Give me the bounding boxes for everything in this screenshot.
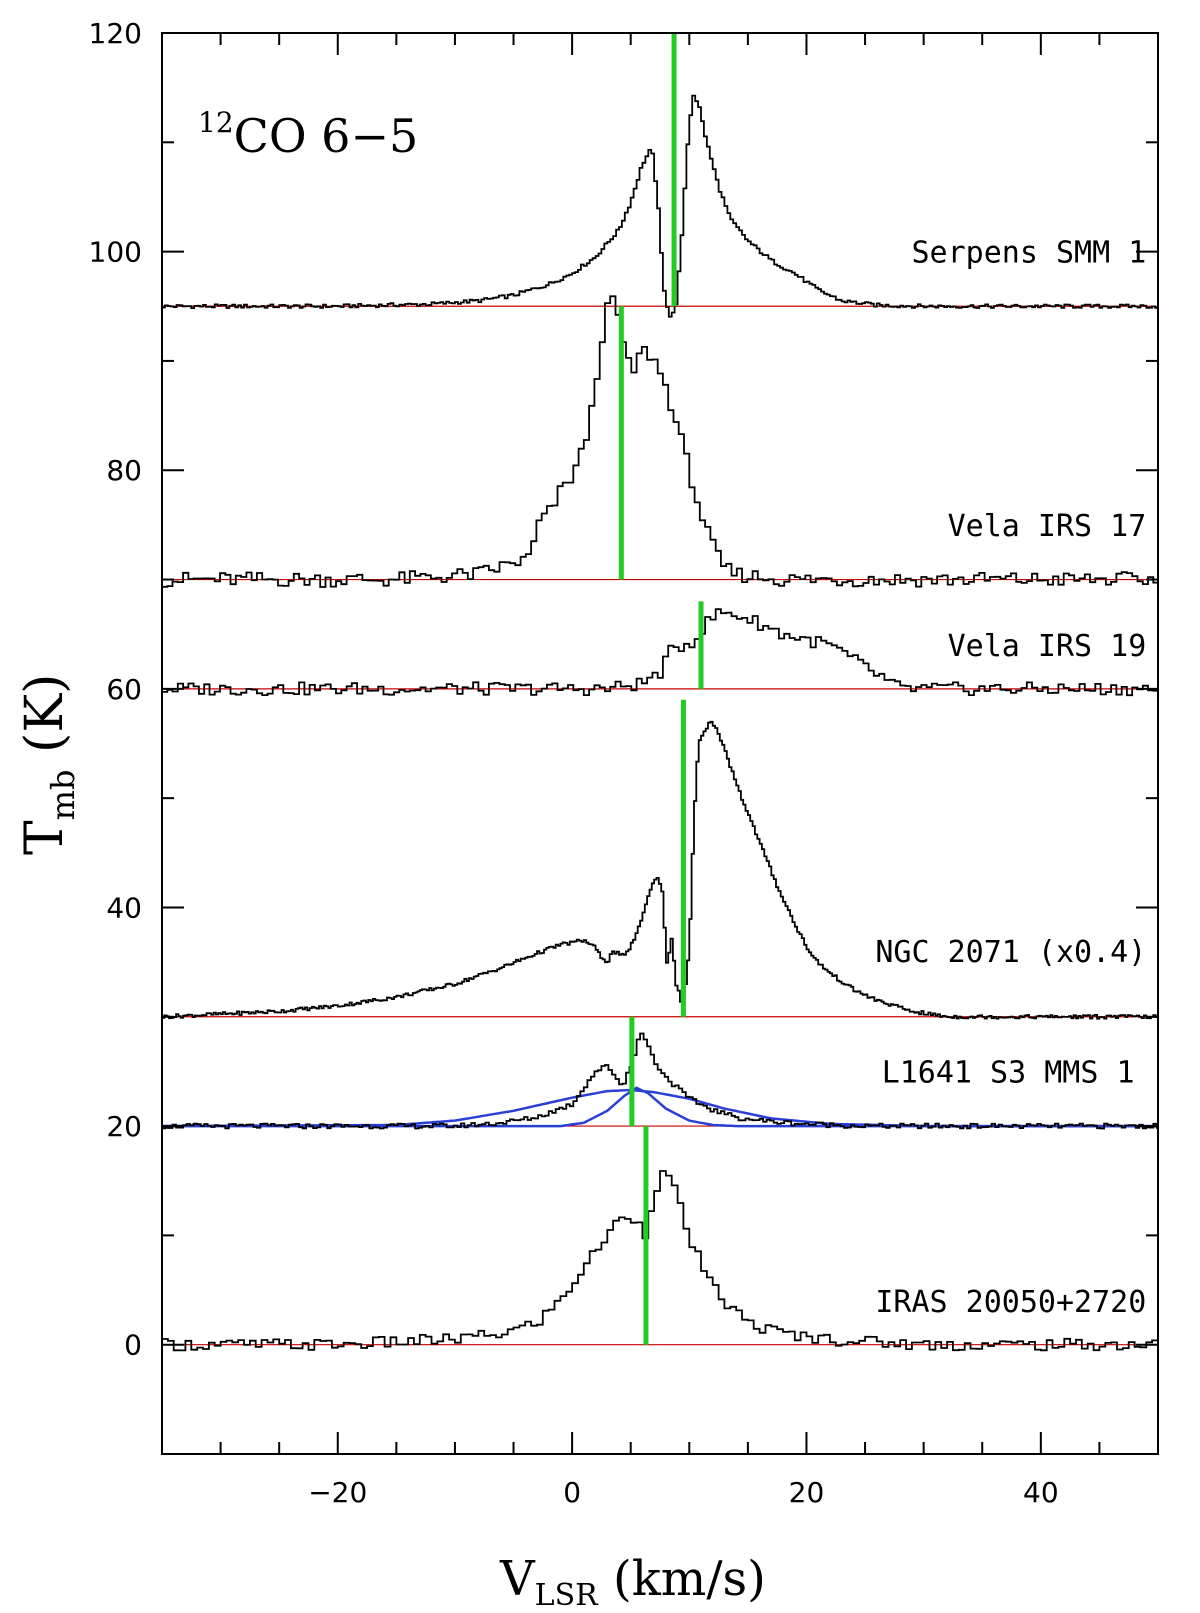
x-axis-title-unit: (km/s) bbox=[598, 1551, 766, 1607]
chart-title: 12CO 6−5 bbox=[198, 106, 418, 163]
series-label: Vela IRS 19 bbox=[948, 629, 1147, 664]
series-label: Serpens SMM 1 bbox=[911, 236, 1146, 271]
y-tick-label: 40 bbox=[106, 891, 142, 924]
x-tick-label: −20 bbox=[308, 1476, 367, 1509]
series-label: Vela IRS 17 bbox=[948, 509, 1147, 544]
plot-frame bbox=[161, 32, 1159, 1455]
x-axis-title-main: V bbox=[499, 1551, 536, 1607]
series-layer: Serpens SMM 1 Vela IRS 17 Vela IRS 19 NGC 2… bbox=[162, 94, 1158, 1352]
x-axis-title-sub: LSR bbox=[535, 1578, 599, 1613]
spectrum-line bbox=[162, 720, 1158, 1020]
series-label: L1641 S3 MMS 1 bbox=[882, 1055, 1135, 1090]
y-axis-title-unit: (K) bbox=[15, 674, 75, 770]
chart-title-superscript: 12 bbox=[198, 106, 234, 139]
spectrum-series: L1641 S3 MMS 1 bbox=[162, 1032, 1158, 1130]
x-tick-label: 40 bbox=[1023, 1476, 1059, 1509]
y-tick-label: 20 bbox=[106, 1110, 142, 1143]
y-axis-title-main: T bbox=[15, 820, 75, 855]
series-label: IRAS 20050+2720 bbox=[875, 1285, 1146, 1320]
x-tick-label: 0 bbox=[563, 1476, 581, 1509]
y-tick-label: 0 bbox=[124, 1329, 142, 1362]
y-tick-label: 100 bbox=[89, 236, 142, 269]
y-axis-title: Tmb (K) bbox=[15, 674, 82, 855]
fit-curve bbox=[162, 1088, 1158, 1128]
y-tick-label: 60 bbox=[106, 673, 142, 706]
label-layer: 0 20 40 60 80 100 120 −20 0 20 40 bbox=[89, 17, 1059, 1509]
spectrum-series: Vela IRS 19 bbox=[162, 608, 1158, 697]
spectrum-line bbox=[162, 94, 1158, 318]
y-tick-label: 120 bbox=[89, 17, 142, 50]
spectrum-series: Vela IRS 17 bbox=[162, 295, 1158, 588]
spectrum-line bbox=[162, 1032, 1158, 1130]
spectrum-line bbox=[162, 1170, 1158, 1352]
y-tick-label: 80 bbox=[106, 454, 142, 487]
spectrum-series: Serpens SMM 1 bbox=[162, 94, 1158, 318]
y-axis-title-sub: mb bbox=[44, 769, 82, 820]
spectrum-series: IRAS 20050+2720 bbox=[162, 1170, 1158, 1352]
chart-title-main: CO 6−5 bbox=[234, 109, 419, 163]
series-label: NGC 2071 (x0.4) bbox=[875, 935, 1146, 970]
spectrum-series: NGC 2071 (x0.4) bbox=[162, 720, 1158, 1020]
x-tick-label: 20 bbox=[789, 1476, 825, 1509]
x-axis-title: VLSR (km/s) bbox=[499, 1551, 766, 1613]
tick-layer bbox=[162, 32, 1159, 1455]
marker-layer bbox=[618, 33, 704, 1345]
spectrum-line bbox=[162, 295, 1158, 588]
spectrum-line bbox=[162, 608, 1158, 697]
